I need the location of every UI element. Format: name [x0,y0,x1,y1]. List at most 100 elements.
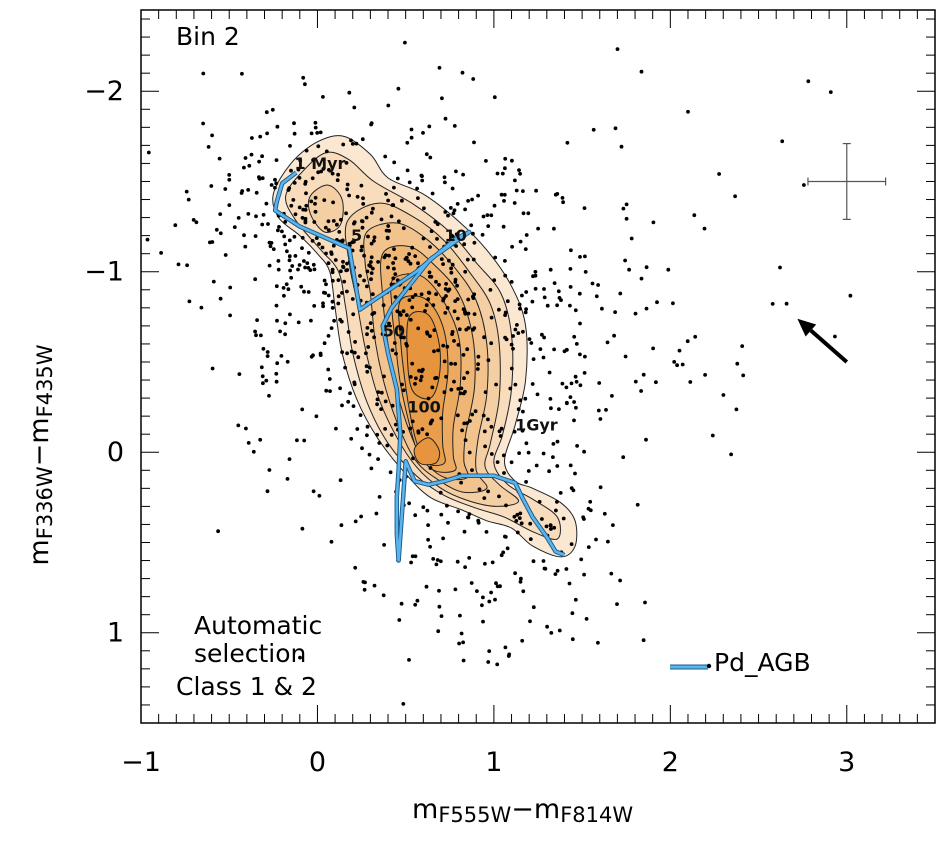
scatter-point [324,149,329,154]
scatter-point [342,279,347,284]
scatter-point [306,266,311,270]
y-tick-label: −2 [84,76,124,107]
scatter-point [740,344,745,348]
scatter-point [644,306,649,311]
scatter-point [401,702,406,706]
scatter-point [703,373,707,377]
scatter-point [582,206,587,211]
scatter-point [501,550,506,555]
scatter-point [410,554,415,559]
scatter-point [542,287,546,291]
x-axis-title-dash: −m [511,794,560,825]
scatter-point [377,441,382,445]
scatter-point [265,350,270,354]
scatter-point [426,396,431,401]
scatter-point [413,382,417,386]
selection-text-line1: Automatic [194,611,322,640]
scatter-point [374,511,379,516]
scatter-point [267,263,272,268]
scatter-point [735,361,740,366]
scatter-point [253,234,258,239]
scatter-point [443,180,447,185]
scatter-point [480,603,484,608]
scatter-point [379,390,384,395]
scatter-point [623,258,627,263]
scatter-point [437,588,441,593]
scatter-point [484,530,489,534]
scatter-point [334,426,338,431]
scatter-point [633,311,638,316]
scatter-point [717,172,721,176]
scatter-point [568,303,572,308]
scatter-point [393,272,398,276]
scatter-point [366,234,370,239]
scatter-point [329,250,334,255]
scatter-point [452,339,456,343]
scatter-point [524,480,528,484]
scatter-point [568,395,573,399]
scatter-point [210,366,215,371]
scatter-point [280,229,284,234]
scatter-point [345,351,349,356]
scatter-point [381,303,386,308]
scatter-point [369,255,374,260]
plot-frame [140,9,936,724]
scatter-point [414,376,418,381]
scatter-point [331,219,336,223]
scatter-point [352,350,357,355]
scatter-point [430,385,435,390]
scatter-point [383,427,387,431]
scatter-point [482,429,487,434]
scatter-point [413,254,418,258]
scatter-point [440,96,444,101]
scatter-point [502,199,506,203]
scatter-point [449,266,453,271]
scatter-point [605,340,610,345]
scatter-point [287,186,292,191]
scatter-point [410,295,415,299]
scatter-point [300,246,304,251]
scatter-point [517,451,521,455]
scatter-point [416,196,420,201]
scatter-point [553,192,558,197]
scatter-point [330,171,335,176]
scatter-point [408,426,413,431]
scatter-point [331,243,336,248]
scatter-point [541,451,546,456]
scatter-point [286,287,291,292]
scatter-point [360,137,365,142]
scatter-point [302,259,306,263]
scatter-point [577,291,582,296]
scatter-point [531,605,536,610]
scatter-point [470,197,474,202]
scatter-point [191,218,196,222]
scatter-point [462,376,466,381]
scatter-point [394,351,398,356]
scatter-point [482,496,487,500]
scatter-point [427,270,432,275]
scatter-point [489,341,494,346]
scatter-point [459,631,464,636]
scatter-point [481,413,486,418]
scatter-point [531,559,536,564]
scatter-point [242,165,246,170]
scatter-point [555,500,559,504]
scatter-point [555,464,560,468]
scatter-point [443,210,448,214]
scatter-point [429,274,434,279]
scatter-point [326,293,331,298]
scatter-point [283,220,288,224]
scatter-point [279,354,284,358]
scatter-point [443,116,448,121]
scatter-point [387,253,391,258]
scatter-point [574,405,578,410]
scatter-point [802,183,806,187]
scatter-point [354,141,359,146]
scatter-point [493,255,498,260]
scatter-point [511,334,515,338]
scatter-point [268,244,273,249]
scatter-point [346,330,351,334]
scatter-point [573,471,577,476]
scatter-point [521,189,525,194]
scatter-point [575,444,579,448]
